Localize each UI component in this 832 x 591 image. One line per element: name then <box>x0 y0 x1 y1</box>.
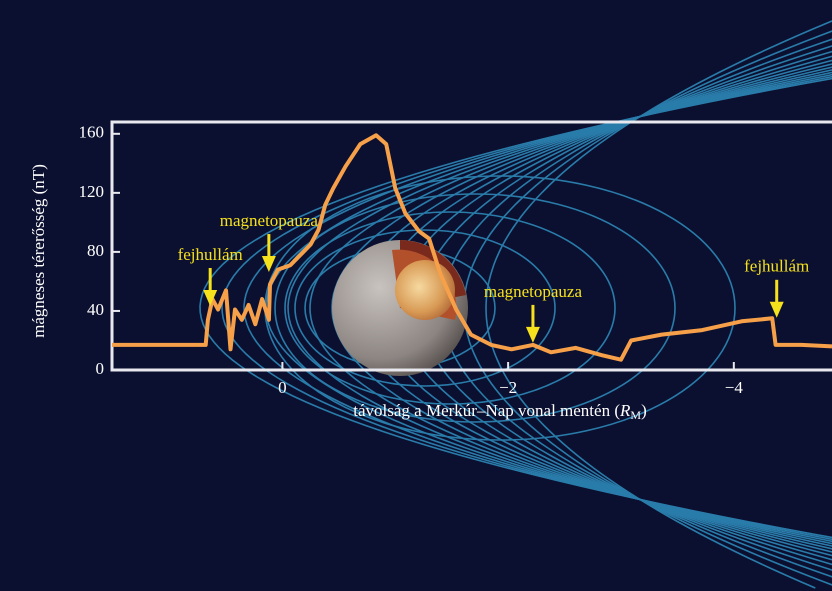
annotation-arrow <box>525 326 540 343</box>
x-axis-label-part: ) <box>641 401 647 420</box>
y-tick-label: 40 <box>87 300 104 319</box>
x-tick-label: −2 <box>499 378 517 397</box>
y-tick-label: 160 <box>79 123 105 142</box>
annotation-arrow <box>203 290 218 306</box>
x-tick-label: −4 <box>725 378 744 397</box>
x-axis-label-part: R <box>619 401 631 420</box>
y-tick-label: 120 <box>79 182 105 201</box>
x-axis-label: távolság a Merkúr–Nap vonal mentén (RM) <box>353 401 646 422</box>
annotation-text: fejhullám <box>744 257 809 276</box>
annotation-text: fejhullám <box>178 245 243 264</box>
planet <box>332 240 468 376</box>
annotation-text: magnetopauza <box>484 282 583 301</box>
plot-frame <box>110 120 832 372</box>
x-tick-label: 0 <box>278 378 287 397</box>
data-line <box>112 133 832 362</box>
annotation-arrow <box>769 301 784 318</box>
y-tick-label: 0 <box>96 359 105 378</box>
x-axis-label-part: M <box>630 408 641 422</box>
y-tick-label: 80 <box>87 241 104 260</box>
y-axis-label: mágneses térerősség (nT) <box>29 164 48 338</box>
annotation-text: magnetopauza <box>220 211 319 230</box>
x-axis-label-part: távolság a Merkúr–Nap vonal mentén ( <box>353 401 620 420</box>
annotation-arrow <box>261 256 276 273</box>
